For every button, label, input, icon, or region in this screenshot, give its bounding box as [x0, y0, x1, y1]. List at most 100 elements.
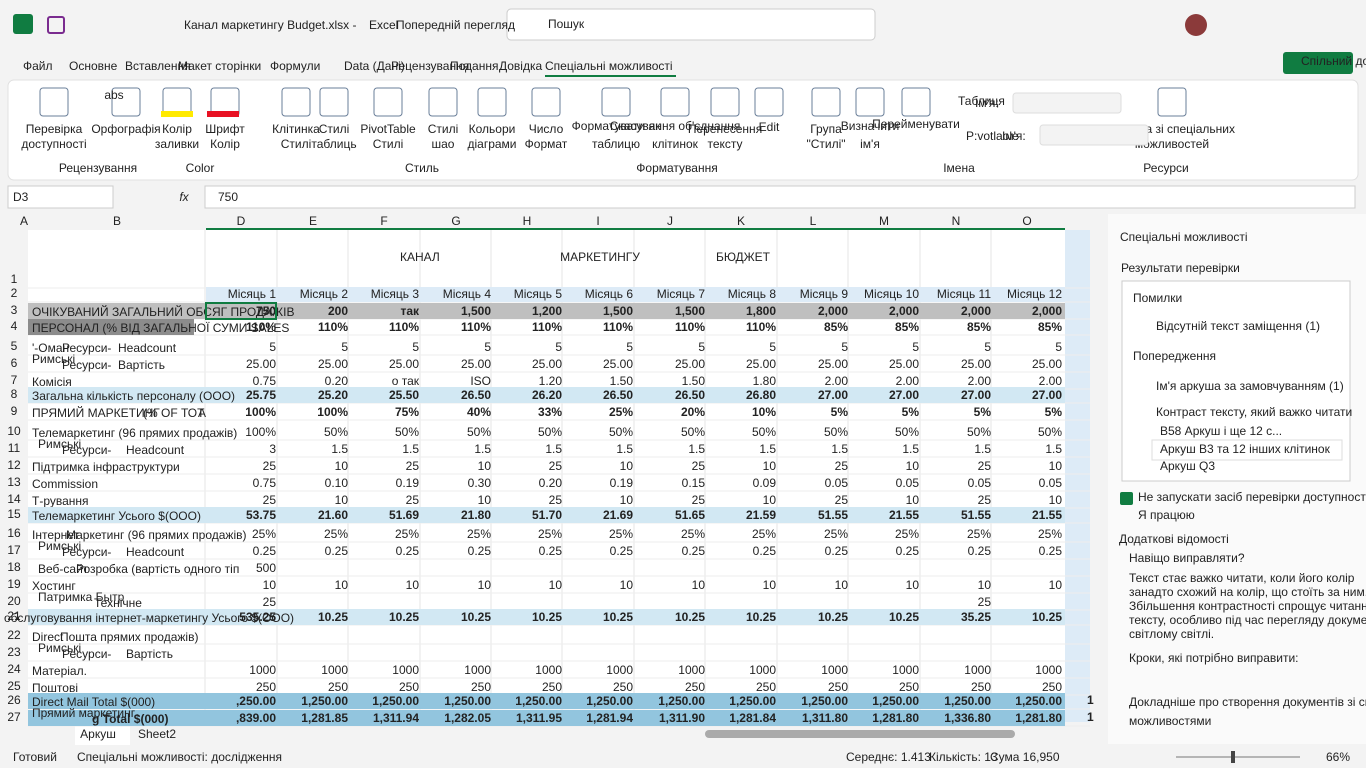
column-header[interactable]: M — [879, 214, 889, 228]
ribbon-button-label[interactable]: таблицю — [592, 137, 640, 151]
share-label[interactable]: Спільний дост — [1301, 54, 1366, 68]
ribbon-button-label[interactable]: доступності — [21, 137, 86, 151]
search-text[interactable]: Пошук — [548, 17, 585, 31]
row-number[interactable]: 3 — [11, 303, 18, 317]
row-number[interactable]: 24 — [7, 662, 21, 676]
row-number[interactable]: 22 — [7, 628, 21, 642]
ribbon-button-label[interactable]: Шрифт — [205, 122, 245, 136]
pane-link[interactable]: можливостями — [1129, 714, 1211, 728]
search-box[interactable] — [506, 8, 876, 41]
ribbon-button-label[interactable]: Перевірка — [26, 122, 83, 136]
ribbon-icon[interactable] — [373, 87, 403, 117]
pane-sub-item[interactable]: Аркуш Q3 — [1160, 459, 1215, 473]
row-number[interactable]: 20 — [7, 594, 21, 608]
row-number[interactable]: 12 — [7, 458, 21, 472]
row-number[interactable]: 13 — [7, 475, 21, 489]
column-header[interactable]: H — [523, 214, 532, 228]
column-header[interactable]: D — [237, 214, 246, 228]
active-tab[interactable] — [75, 725, 130, 745]
ribbon-icon[interactable] — [477, 87, 507, 117]
ribbon-button-label[interactable]: можливостей — [1135, 137, 1209, 151]
ribbon-icon[interactable] — [281, 87, 311, 117]
ribbon-icon[interactable] — [601, 87, 631, 117]
checkbox[interactable] — [1120, 492, 1133, 505]
pane-item[interactable]: Контраст тексту, який важко читати — [1156, 405, 1352, 419]
tab-sheet[interactable]: Sheet2 — [138, 727, 176, 741]
name-box[interactable] — [7, 185, 114, 209]
ribbon-button-label[interactable]: Перенесення — [688, 122, 762, 136]
selected-item[interactable] — [1151, 439, 1343, 461]
row-number[interactable]: 1 — [11, 272, 18, 286]
column-header[interactable]: J — [667, 214, 673, 228]
menu-tab[interactable]: Довідка — [499, 59, 542, 73]
ribbon-icon[interactable] — [710, 87, 740, 117]
pane-link[interactable]: Докладніше про створення документів зі с… — [1129, 695, 1366, 709]
name-input[interactable] — [1012, 92, 1122, 114]
row-number[interactable]: 16 — [7, 526, 21, 540]
menu-tab[interactable]: Файл — [23, 59, 53, 73]
ribbon-button-label[interactable]: Стилі — [319, 122, 350, 136]
pane-sub-item[interactable]: B58 Аркуш і ще 12 с... — [1160, 424, 1282, 438]
share-button[interactable] — [1283, 52, 1353, 74]
ribbon-button-label[interactable]: Таблиця — [958, 94, 1005, 108]
ribbon-button-label[interactable]: шао — [432, 137, 455, 151]
ribbon-button-label[interactable]: Перейменувати — [872, 117, 960, 131]
row-number[interactable]: 5 — [11, 339, 18, 353]
row-number[interactable]: 2 — [11, 286, 18, 300]
menu-tab[interactable]: Вставлення — [125, 59, 191, 73]
save-icon[interactable] — [47, 16, 65, 34]
ribbon-button-label[interactable]: Форматувати як — [572, 119, 661, 133]
status-zoom[interactable]: 66% — [1326, 750, 1350, 764]
menu-tab[interactable]: Макет сторінки — [178, 59, 261, 73]
ribbon-button-label[interactable]: Стилі — [281, 137, 312, 151]
ribbon-button-label[interactable]: таблиць — [311, 137, 356, 151]
column-header[interactable]: G — [451, 214, 460, 228]
ribbon-button-label[interactable]: Стилі — [373, 137, 404, 151]
pane-sub-item[interactable]: Аркуш B3 та 12 інших клітинок — [1160, 442, 1331, 456]
ribbon-button-label[interactable]: Визначити — [841, 119, 899, 133]
pane-heading[interactable]: Додаткові відомості — [1119, 532, 1229, 546]
ribbon-icon[interactable] — [428, 87, 458, 117]
row-number[interactable]: 14 — [7, 492, 21, 506]
pane-item[interactable]: Ім'я аркуша за замовчуванням (1) — [1156, 379, 1344, 393]
ribbon-icon[interactable] — [1157, 87, 1187, 117]
ribbon-button-label[interactable]: Edit — [759, 120, 780, 134]
column-header[interactable]: F — [380, 214, 387, 228]
row-number[interactable]: 23 — [7, 645, 21, 659]
ribbon-icon[interactable] — [111, 87, 141, 117]
formula-input[interactable] — [204, 185, 1356, 209]
ribbon-icon[interactable] — [660, 87, 690, 117]
menu-tab[interactable]: Рецензування — [391, 59, 469, 73]
row-number[interactable]: 21 — [7, 609, 21, 623]
formula-value[interactable]: 750 — [218, 190, 238, 204]
row-number[interactable]: 4 — [11, 319, 18, 333]
ribbon-button-label[interactable]: Формат — [525, 137, 568, 151]
row-number[interactable]: 25 — [7, 679, 21, 693]
ribbon-button-label[interactable]: Група — [810, 122, 842, 136]
column-header[interactable]: I — [596, 214, 599, 228]
menu-tab[interactable]: Формули — [270, 59, 320, 73]
ribbon-button-label[interactable]: Колір — [210, 137, 240, 151]
pane-item[interactable]: Відсутній текст заміщення (1) — [1156, 319, 1320, 333]
column-header[interactable]: O — [1022, 214, 1031, 228]
name-box-text[interactable]: D3 — [13, 190, 29, 204]
scrollbar-thumb[interactable] — [705, 730, 1015, 738]
row-number[interactable]: 11 — [8, 441, 21, 455]
column-header[interactable]: L — [810, 214, 817, 228]
ribbon-icon[interactable] — [855, 87, 885, 117]
row-number[interactable]: 27 — [7, 710, 21, 724]
ribbon-button-label[interactable]: Стилі — [428, 122, 459, 136]
selected-cell[interactable] — [205, 302, 277, 320]
ribbon-icon[interactable] — [319, 87, 349, 117]
menu-tab[interactable]: Подання — [450, 59, 498, 73]
column-header[interactable]: K — [737, 214, 745, 228]
ribbon-button-label[interactable]: Кольори — [469, 122, 516, 136]
column-header[interactable]: E — [309, 214, 317, 228]
row-number[interactable]: 19 — [7, 577, 21, 591]
ribbon-button-label[interactable]: PivotTable — [360, 122, 416, 136]
ribbon-button-label[interactable]: "Стилі" — [806, 137, 845, 151]
zoom-thumb[interactable] — [1231, 751, 1235, 763]
name-input[interactable] — [1039, 124, 1149, 146]
row-number[interactable]: 26 — [7, 693, 21, 707]
column-header[interactable]: A — [20, 214, 28, 228]
